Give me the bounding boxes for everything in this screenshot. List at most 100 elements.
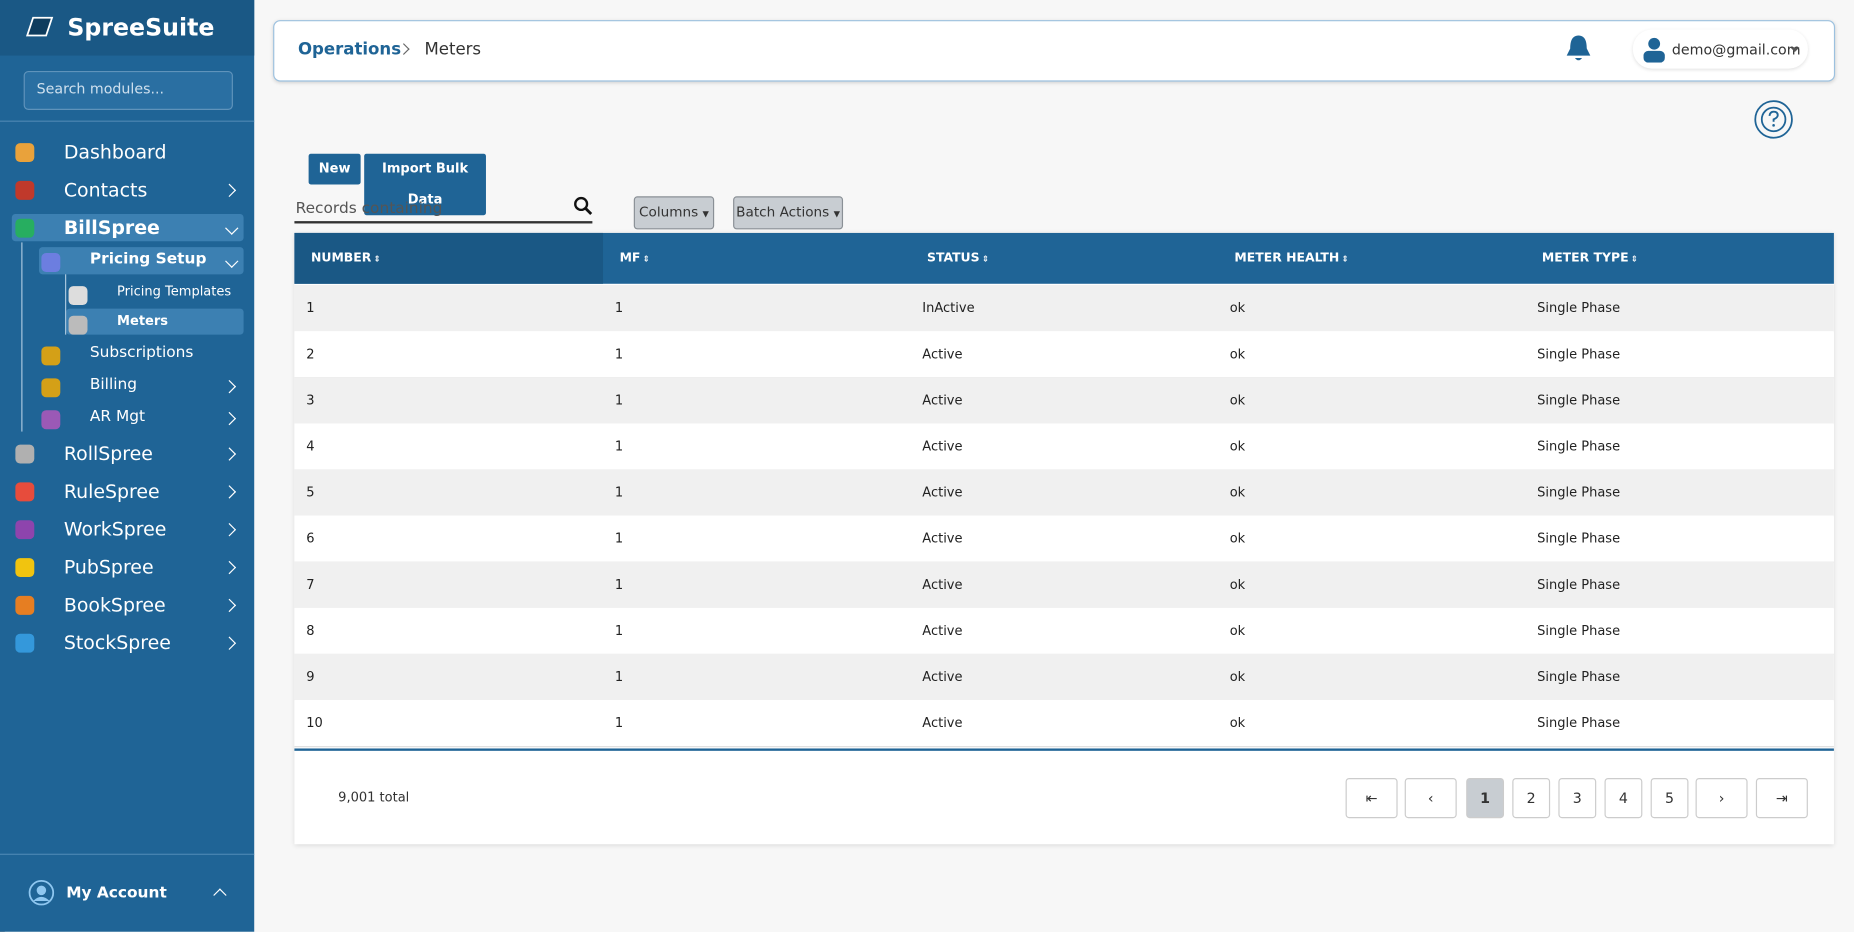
table-cell: ok: [1229, 530, 1246, 547]
table-cell: Active: [922, 530, 963, 547]
column-label: STATUS: [927, 250, 980, 265]
nav-item[interactable]: Billing: [89, 376, 137, 394]
table-cell: 1: [614, 392, 624, 408]
sidebar: SpreeSuite Search modules... Dashboard Co…: [0, 0, 255, 932]
table-row[interactable]: [294, 377, 1834, 425]
import-button[interactable]: Import Bulk Data: [364, 153, 486, 216]
nav-item[interactable]: PubSpree: [63, 555, 154, 579]
table-cell: Active: [922, 577, 963, 593]
table-cell: Single Phase: [1537, 392, 1621, 408]
nav-item[interactable]: StockSpree: [63, 631, 171, 654]
table-row[interactable]: [294, 284, 1834, 333]
search-underline: [294, 221, 593, 224]
table-cell: ok: [1229, 346, 1246, 362]
nav-icon: [15, 482, 35, 502]
sorted-header: [294, 232, 604, 284]
table-cell: 4: [306, 438, 315, 455]
nav-icon: [15, 218, 35, 238]
chevron: [222, 598, 237, 613]
table-cell: 10: [306, 715, 323, 731]
column-header[interactable]: NUMBER ⇕: [311, 233, 381, 284]
page-button[interactable]: 1: [1466, 778, 1505, 819]
chevron: [222, 523, 237, 537]
page-button[interactable]: 5: [1650, 778, 1689, 819]
bell[interactable]: [1564, 33, 1592, 64]
nav-item[interactable]: Subscriptions: [89, 344, 194, 362]
user-email: demo@gmail.com: [1671, 41, 1801, 58]
table-cell: Active: [922, 669, 963, 685]
nav-item[interactable]: Dashboard: [63, 140, 167, 164]
table-cell: Active: [922, 438, 963, 455]
nav-item[interactable]: WorkSpree: [63, 517, 167, 541]
table-cell: Single Phase: [1537, 484, 1621, 501]
column-header[interactable]: MF ⇕: [620, 233, 650, 284]
chevron: [222, 560, 237, 575]
active-module: [11, 214, 244, 242]
columns-dropdown[interactable]: Columns ▼: [633, 196, 715, 230]
divider: [0, 120, 255, 122]
last-page[interactable]: ⇥: [1755, 778, 1808, 819]
page-button[interactable]: 2: [1512, 778, 1551, 819]
nav-icon: [41, 253, 61, 272]
table-cell: Single Phase: [1537, 300, 1621, 316]
table-cell: ok: [1229, 715, 1246, 731]
records-search[interactable]: Records containing: [295, 199, 443, 218]
next-page[interactable]: ›: [1695, 778, 1748, 819]
column-header[interactable]: METER HEALTH ⇕: [1234, 233, 1348, 284]
nav-item[interactable]: Pricing Setup: [89, 250, 207, 269]
search-icon[interactable]: [573, 196, 593, 216]
nav-item[interactable]: BillSpree: [63, 216, 160, 239]
nav-icon: [15, 595, 35, 615]
help[interactable]: [1753, 99, 1793, 139]
table-cell: 1: [614, 577, 624, 593]
chevron: [222, 485, 237, 499]
table-cell: 1: [614, 623, 624, 639]
active-page: [66, 308, 244, 335]
table-cell: Single Phase: [1537, 623, 1621, 639]
chevron: [222, 183, 237, 198]
prev-page[interactable]: ‹: [1404, 778, 1457, 819]
nav-item[interactable]: RollSpree: [63, 442, 153, 465]
table-cell: Single Phase: [1537, 715, 1621, 731]
table-cell: Active: [922, 623, 963, 639]
table-cell: 9: [306, 669, 315, 685]
nav-icon: [15, 143, 35, 162]
column-header[interactable]: STATUS ⇕: [927, 233, 989, 284]
page-button[interactable]: 3: [1558, 778, 1597, 819]
breadcrumb-root[interactable]: Operations: [297, 40, 402, 60]
account[interactable]: My Account: [66, 884, 167, 903]
nav-icon: [68, 286, 88, 306]
nav-item[interactable]: Meters: [117, 313, 169, 329]
table-cell: Single Phase: [1537, 577, 1621, 593]
column-header[interactable]: METER TYPE ⇕: [1542, 233, 1638, 284]
batch-dropdown[interactable]: Batch Actions ▼: [733, 196, 844, 230]
search-placeholder: Search modules...: [36, 80, 165, 97]
table-row[interactable]: [294, 699, 1834, 748]
logo: [25, 16, 54, 37]
new-button[interactable]: New: [308, 153, 361, 185]
nav-item[interactable]: BookSpree: [63, 593, 166, 617]
table-cell: 2: [306, 346, 315, 362]
nav-item[interactable]: RuleSpree: [63, 480, 160, 503]
column-label: METER TYPE: [1541, 250, 1629, 265]
divider: [0, 853, 255, 855]
table-cell: 8: [306, 623, 315, 639]
tree-line: [65, 274, 67, 335]
nav-icon: [41, 378, 61, 398]
first-page[interactable]: ⇤: [1345, 778, 1398, 819]
table-cell: 5: [306, 484, 315, 501]
table-cell: Single Phase: [1537, 346, 1621, 362]
table-row[interactable]: [294, 423, 1834, 471]
page-button[interactable]: 4: [1604, 778, 1643, 819]
sort-icon: ⇕: [1630, 254, 1638, 264]
table-cell: Active: [922, 392, 963, 408]
nav-item[interactable]: Pricing Templates: [117, 283, 232, 300]
sort-icon: ⇕: [642, 254, 650, 264]
table-row[interactable]: [294, 469, 1834, 517]
column-label: NUMBER: [310, 250, 372, 265]
module-search[interactable]: [23, 70, 233, 110]
table-cell: Single Phase: [1537, 669, 1621, 685]
nav-item[interactable]: Contacts: [63, 178, 148, 202]
nav-item[interactable]: AR Mgt: [89, 407, 145, 426]
table-cell: 1: [614, 346, 624, 362]
